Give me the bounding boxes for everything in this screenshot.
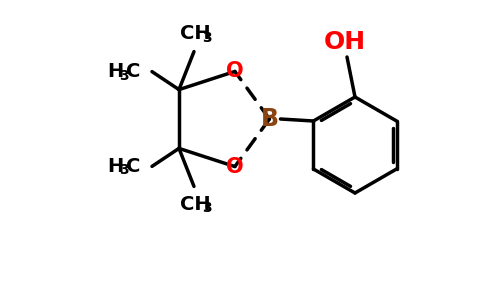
Text: 3: 3: [119, 164, 129, 177]
Text: H: H: [107, 157, 123, 176]
Text: CH: CH: [180, 195, 211, 214]
Text: H: H: [107, 62, 123, 81]
Text: C: C: [126, 62, 140, 81]
Text: B: B: [260, 107, 278, 131]
Text: OH: OH: [324, 30, 366, 54]
Text: CH: CH: [180, 24, 211, 43]
Text: 3: 3: [202, 201, 212, 215]
Text: O: O: [226, 157, 244, 177]
Text: O: O: [226, 61, 244, 81]
Text: 3: 3: [202, 31, 212, 45]
Text: 3: 3: [119, 69, 129, 82]
Text: C: C: [126, 157, 140, 176]
